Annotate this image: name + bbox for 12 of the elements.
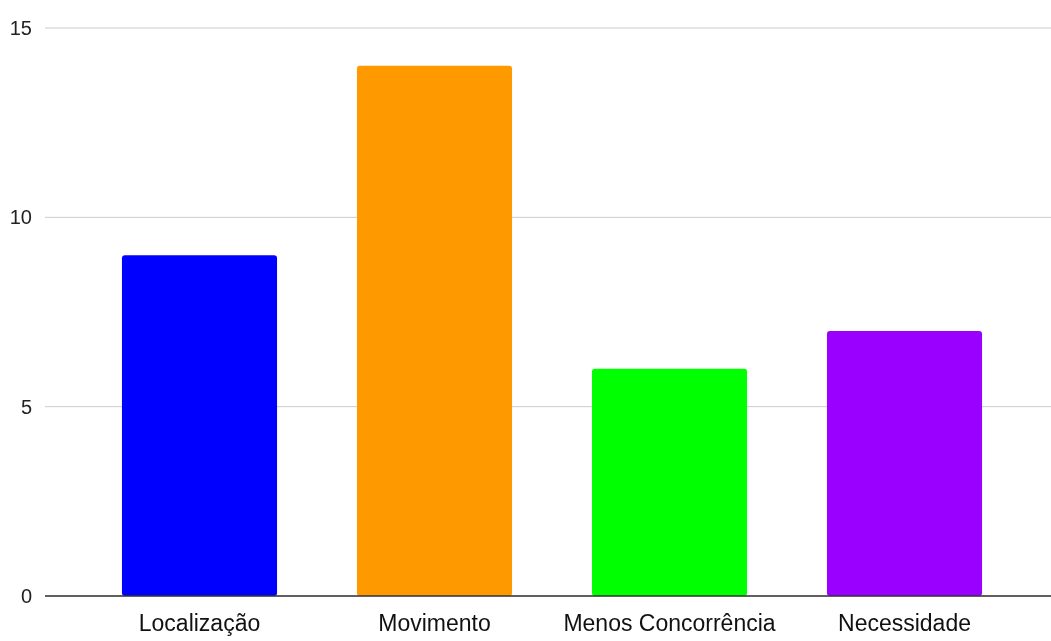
bar [826,330,983,596]
x-tick-label: Menos Concorrência [563,610,776,636]
y-tick-label: 0 [20,585,32,607]
bar [356,65,513,596]
bar [121,255,278,596]
x-tick-label: Movimento [378,610,491,636]
x-tick-label: Necessidade [838,610,971,636]
x-tick-label: Localização [138,610,261,636]
bar [591,368,748,596]
y-tick-label: 15 [9,17,32,39]
y-tick-label: 10 [9,206,32,229]
y-tick-label: 5 [20,395,32,418]
